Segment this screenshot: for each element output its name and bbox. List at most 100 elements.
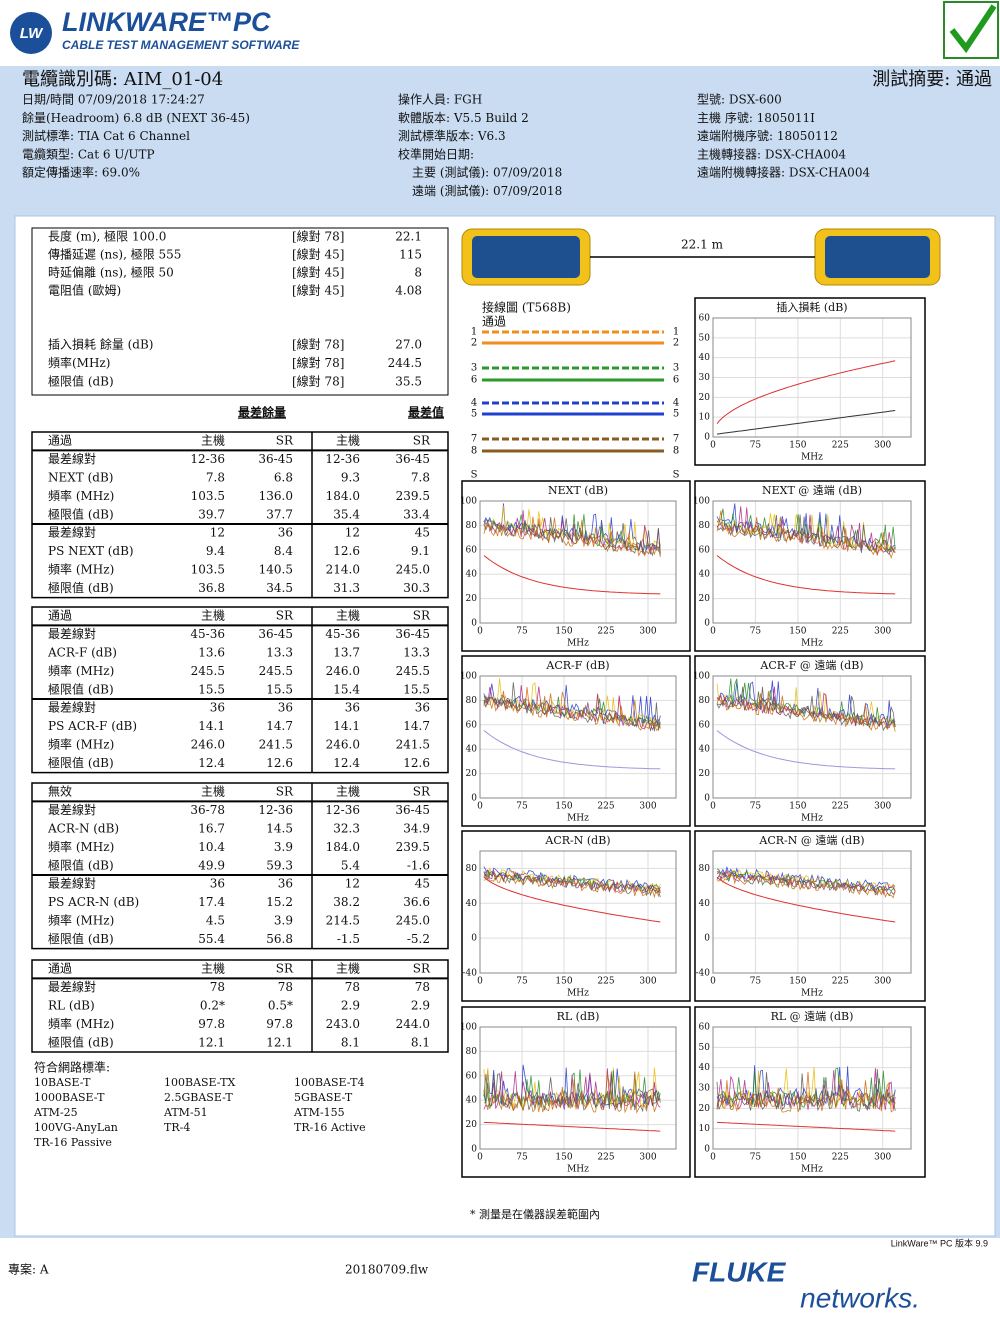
y-tick-label: 20: [699, 1104, 711, 1114]
table-value: 8.1: [411, 1035, 430, 1049]
table-value: -5.2: [407, 932, 430, 946]
table-value: 12-36: [325, 803, 360, 817]
y-tick-label: 20: [466, 1120, 478, 1130]
x-tick-label: 150: [789, 802, 806, 812]
table-value: 78: [415, 980, 430, 994]
table-label: 通過: [48, 434, 72, 448]
metric-label: 傳播延遲 (ns), 極限 555: [48, 247, 181, 262]
y-tick-label: -40: [463, 969, 478, 979]
cable-length: 22.1 m: [681, 238, 724, 252]
table-value: 6.8: [274, 471, 293, 485]
table-value: 241.5: [259, 738, 293, 752]
y-tick-label: 20: [699, 594, 711, 604]
table-value: 主機: [336, 608, 360, 623]
table-value: 12: [345, 526, 360, 540]
table-value: 243.0: [326, 1017, 360, 1031]
table-value: 246.0: [326, 664, 360, 678]
table-value: 2.9: [341, 999, 360, 1013]
table-value: 36-78: [190, 803, 225, 817]
table-value: SR: [276, 962, 294, 976]
pin-right: 8: [673, 446, 679, 457]
table-label: 通過: [48, 962, 72, 976]
x-tick-label: 225: [832, 802, 849, 812]
metric-value: 4.08: [395, 284, 422, 298]
graph-title: NEXT @ 遠端 (dB): [762, 484, 862, 497]
table-value: SR: [413, 434, 431, 448]
table-label: 頻率 (MHz): [48, 663, 114, 678]
table-label: ACR-F (dB): [47, 646, 117, 660]
brand-subtitle: CABLE TEST MANAGEMENT SOFTWARE: [62, 38, 300, 52]
pin-left: S: [471, 470, 478, 481]
graph-title: 插入損耗 (dB): [776, 300, 847, 314]
x-tick-label: 300: [874, 802, 891, 812]
x-tick-label: 75: [750, 977, 762, 987]
pin-left: 5: [471, 409, 477, 420]
graph-title: NEXT (dB): [548, 484, 608, 497]
table-value: 0.5*: [268, 999, 293, 1013]
table-value: 8.4: [274, 544, 293, 558]
graph-box: [462, 481, 690, 651]
table-label: 頻率 (MHz): [48, 1016, 114, 1031]
tester-screen: [472, 236, 580, 278]
table-label: 極限值 (dB): [48, 1034, 114, 1049]
metric-pair: [線對 45]: [292, 247, 344, 262]
test-result: 測試摘要: 通過: [872, 69, 992, 90]
y-tick-label: 10: [699, 413, 711, 423]
table-value: 主機: [201, 961, 225, 976]
table-value: 12: [210, 526, 225, 540]
column-title: 最差餘量: [238, 405, 286, 420]
y-tick-label: 60: [699, 314, 711, 324]
table-label: PS NEXT (dB): [48, 544, 134, 558]
table-value: 主機: [201, 433, 225, 448]
y-tick-label: 30: [699, 1084, 711, 1094]
table-value: 12-36: [190, 452, 225, 466]
x-tick-label: 225: [597, 802, 614, 812]
x-tick-label: 225: [832, 977, 849, 987]
x-tick-label: 75: [750, 627, 762, 637]
graph-box: [695, 481, 925, 651]
pin-right: S: [673, 470, 680, 481]
standard-name: ATM-25: [33, 1106, 78, 1119]
table-value: 12.6: [403, 756, 430, 770]
table-value: 12.1: [266, 1035, 293, 1049]
y-tick-label: 40: [699, 899, 711, 909]
table-label: ACR-N (dB): [47, 822, 119, 836]
table-label: 最差線對: [48, 802, 96, 817]
standard-name: 2.5GBASE-T: [164, 1091, 233, 1104]
x-tick-label: 0: [477, 1153, 483, 1163]
y-tick-label: 40: [699, 745, 711, 755]
table-value: 45: [415, 877, 430, 891]
table-value: 245.5: [259, 664, 293, 678]
standard-name: 10BASE-T: [34, 1076, 91, 1089]
x-tick-label: 0: [710, 977, 716, 987]
table-value: 39.7: [198, 507, 225, 521]
x-tick-label: 300: [639, 802, 656, 812]
y-tick-label: 40: [466, 899, 478, 909]
info-line: 主要 (測試儀): 07/09/2018: [412, 165, 562, 180]
x-tick-label: 150: [555, 1153, 572, 1163]
info-line: 日期/時間 07/09/2018 17:24:27: [22, 93, 205, 107]
table-value: 136.0: [259, 489, 293, 503]
tester-screen: [825, 236, 930, 278]
graph-title: RL @ 遠端 (dB): [771, 1010, 854, 1023]
table-value: 主機: [336, 433, 360, 448]
info-line: 校準開始日期:: [398, 146, 474, 161]
x-tick-label: 0: [710, 627, 716, 637]
table-value: 31.3: [333, 581, 360, 595]
table-value: 3.9: [274, 840, 293, 854]
x-tick-label: 0: [477, 977, 483, 987]
metric-label: 極限值 (dB): [48, 374, 114, 389]
y-tick-label: 20: [699, 769, 711, 779]
x-tick-label: 75: [516, 977, 528, 987]
info-line: 測試標準版本: V6.3: [398, 128, 506, 143]
pin-right: 6: [673, 375, 679, 386]
graph-title: ACR-N (dB): [544, 834, 610, 847]
y-tick-label: 80: [466, 1047, 478, 1057]
table-value: 184.0: [326, 489, 360, 503]
table-label: 最差線對: [48, 979, 96, 994]
table-label: 極限值 (dB): [48, 580, 114, 595]
wiremap-title: 接線圖 (T568B): [482, 300, 571, 315]
table-label: 最差線對: [48, 626, 96, 641]
info-line: 電纜類型: Cat 6 U/UTP: [22, 147, 155, 161]
x-tick-label: 0: [710, 802, 716, 812]
